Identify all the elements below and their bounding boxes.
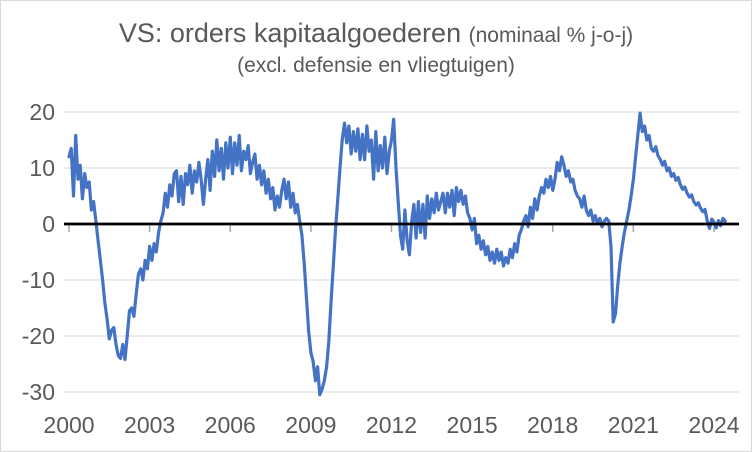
chart-title-main: VS: orders kapitaalgoederen bbox=[118, 18, 469, 48]
x-axis-label: 2003 bbox=[124, 412, 175, 438]
y-axis-label: 0 bbox=[42, 211, 55, 237]
x-axis-label: 2006 bbox=[205, 412, 256, 438]
x-axis-label: 2012 bbox=[366, 412, 417, 438]
x-axis-label: 2015 bbox=[447, 412, 498, 438]
y-axis-label: -30 bbox=[22, 379, 55, 405]
x-axis-label: 2018 bbox=[527, 412, 578, 438]
y-axis-label: -10 bbox=[22, 267, 55, 293]
x-axis-label: 2021 bbox=[608, 412, 659, 438]
y-axis-label: -20 bbox=[22, 323, 55, 349]
data-series-line bbox=[67, 111, 727, 397]
x-axis-label: 2000 bbox=[43, 412, 94, 438]
x-axis-label: 2009 bbox=[285, 412, 336, 438]
y-axis-label: 10 bbox=[29, 155, 55, 181]
chart-title-paren: (nominaal % j-o-j) bbox=[468, 24, 634, 47]
y-axis-label: 20 bbox=[29, 99, 55, 125]
chart-subtitle: (excl. defensie en vliegtuigen) bbox=[237, 54, 515, 78]
chart-title: VS: orders kapitaalgoederen (nominaal % … bbox=[1, 18, 751, 78]
chart-title-line1: VS: orders kapitaalgoederen (nominaal % … bbox=[1, 18, 751, 49]
x-axis-label: 2024 bbox=[688, 412, 739, 438]
